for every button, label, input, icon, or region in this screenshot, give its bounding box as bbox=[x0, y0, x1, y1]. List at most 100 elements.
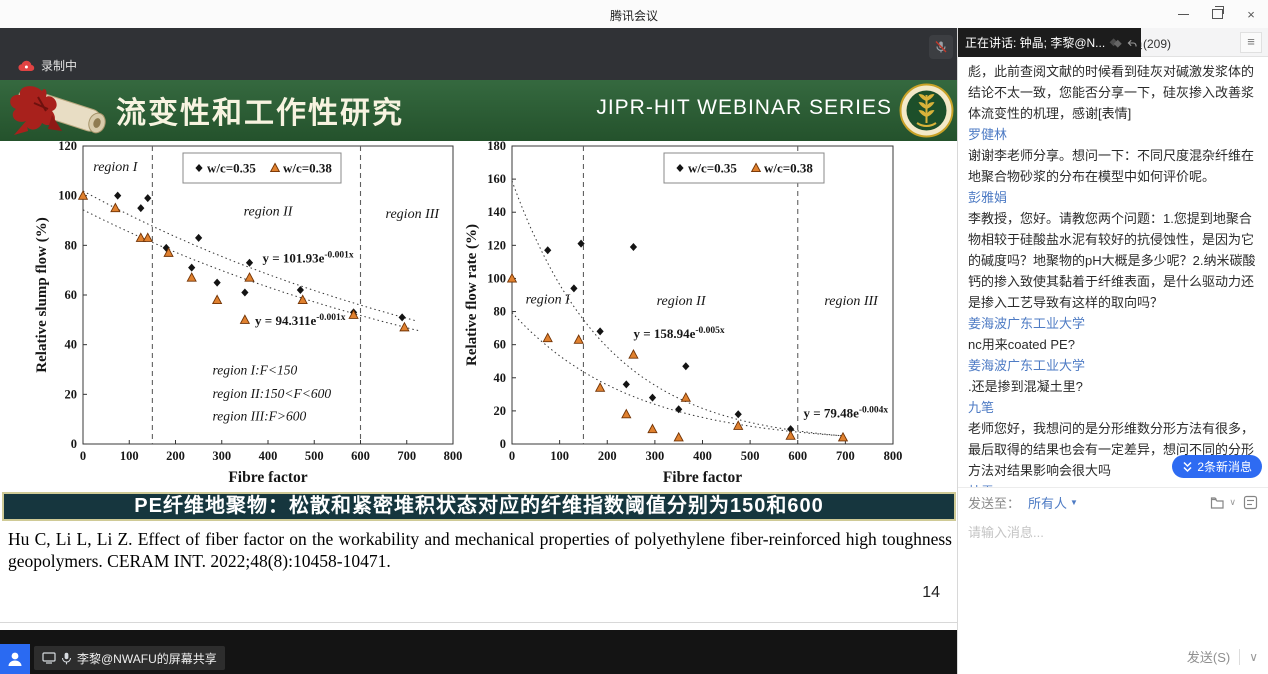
chat-sender-name: 姜海波广东工业大学 bbox=[968, 358, 1086, 373]
chat-message-text: 老师您好，我想问的是分形维数分形方法有很多，最后取得的结果也会有一定差异，想问不… bbox=[968, 421, 1255, 478]
svg-text:400: 400 bbox=[259, 449, 278, 463]
restore-button[interactable] bbox=[1200, 0, 1234, 28]
svg-text:200: 200 bbox=[598, 449, 617, 463]
recording-indicator: 录制中 bbox=[18, 57, 77, 74]
svg-text:80: 80 bbox=[494, 305, 507, 319]
svg-text:region III: region III bbox=[824, 294, 879, 309]
svg-text:100: 100 bbox=[58, 189, 77, 203]
university-logo bbox=[899, 83, 954, 138]
svg-text:500: 500 bbox=[305, 449, 324, 463]
svg-text:region II: region II bbox=[657, 294, 707, 309]
svg-text:100: 100 bbox=[120, 449, 139, 463]
presentation-slide: 流变性和工作性研究 JIPR-HIT WEBINAR SERIES 0 100 20… bbox=[0, 80, 958, 630]
svg-text:600: 600 bbox=[351, 449, 370, 463]
svg-text:Relative slump flow (%): Relative slump flow (%) bbox=[34, 217, 50, 372]
chat-message-text: 李教授，您好。请教您两个问题：1.您提到地聚合物相较于硅酸盐水泥有较好的抗侵蚀性… bbox=[968, 211, 1256, 310]
close-button[interactable]: × bbox=[1247, 6, 1255, 22]
workability-charts: 0 100 200 300 400 500 600 700 800020406080100120… bbox=[34, 141, 902, 486]
minimize-button[interactable] bbox=[1166, 0, 1200, 28]
svg-text:w/c=0.38: w/c=0.38 bbox=[764, 161, 813, 176]
chat-message-list[interactable]: 彪，此前查阅文献的时候看到硅灰对碱激发浆体的结论不太一致，您能否分享一下，硅灰掺… bbox=[958, 57, 1268, 487]
svg-text:w/c=0.35: w/c=0.35 bbox=[688, 161, 737, 176]
send-bar-icons: ∨ bbox=[1210, 495, 1258, 510]
chat-sender-name: 九笔 bbox=[968, 400, 995, 415]
svg-text:100: 100 bbox=[487, 271, 506, 285]
speaking-indicator: 正在讲话: 钟晶; 李黎@N... bbox=[958, 28, 1141, 57]
svg-text:500: 500 bbox=[741, 449, 760, 463]
svg-text:120: 120 bbox=[487, 238, 506, 252]
svg-text:40: 40 bbox=[65, 338, 78, 352]
svg-text:0: 0 bbox=[71, 437, 77, 451]
svg-text:300: 300 bbox=[212, 449, 231, 463]
chat-menu-button[interactable]: ≡ bbox=[1240, 32, 1262, 53]
message-input[interactable]: 请输入消息... bbox=[968, 525, 1044, 540]
svg-text:60: 60 bbox=[65, 288, 78, 302]
svg-text:y = 94.311e-0.001x: y = 94.311e-0.001x bbox=[255, 313, 346, 328]
citation-text: Hu C, Li L, Li Z. Effect of fiber factor… bbox=[8, 529, 952, 572]
svg-text:y = 101.93e-0.001x: y = 101.93e-0.001x bbox=[262, 251, 353, 266]
screen-share-label: 李黎@NWAFU的屏幕共享 bbox=[77, 651, 217, 666]
svg-text:y = 79.48e-0.004x: y = 79.48e-0.004x bbox=[803, 406, 888, 421]
overlap-diamonds-icon bbox=[1109, 37, 1122, 48]
svg-text:region III: region III bbox=[386, 207, 441, 222]
restore-icon bbox=[1211, 6, 1224, 19]
chat-sender-name: 姜海波广东工业大学 bbox=[968, 316, 1086, 331]
svg-text:700: 700 bbox=[836, 449, 855, 463]
chart-group-0: 0 100 200 300 400 500 600 700 800 0 20 40 60 80 100 120… bbox=[34, 141, 462, 486]
speaking-indicator-text: 正在讲话: 钟晶; 李黎@N... bbox=[965, 36, 1106, 50]
svg-text:80: 80 bbox=[65, 238, 78, 252]
svg-text:800: 800 bbox=[884, 449, 903, 463]
send-button[interactable]: 发送(S) bbox=[1186, 650, 1231, 665]
scroll-ribbon-art bbox=[10, 86, 106, 135]
chat-panel: 员(209) ≡ 正在讲话: 钟晶; 李黎@N... 彪，此前查阅文献的时候看到… bbox=[957, 28, 1268, 674]
send-to-selector[interactable]: 所有人 ▼ bbox=[1028, 493, 1078, 512]
send-to-value: 所有人 bbox=[1028, 496, 1068, 511]
app-title: 腾讯会议 bbox=[609, 9, 658, 23]
shared-screen-area: 录制中 bbox=[0, 28, 958, 674]
chat-sender-name: 杜雪 bbox=[968, 481, 1258, 487]
chat-folder-icon[interactable] bbox=[1210, 496, 1226, 510]
window-titlebar[interactable]: 腾讯会议 × bbox=[0, 0, 1268, 29]
chat-sender-name: 彭雅娟 bbox=[968, 190, 1008, 205]
screen-share-chip: 李黎@NWAFU的屏幕共享 bbox=[34, 646, 225, 670]
svg-text:180: 180 bbox=[487, 141, 506, 153]
page-number: 14 bbox=[922, 584, 940, 601]
chat-message-text: .还是掺到混凝土里? bbox=[968, 379, 1083, 394]
chat-message-text: 谢谢李老师分享。想问一下：不同尺度混杂纤维在地聚合物砂浆的分布在模型中如何评价呢… bbox=[968, 148, 1255, 184]
double-chevron-down-icon bbox=[1183, 461, 1192, 472]
svg-text:region I:F<150: region I:F<150 bbox=[213, 362, 298, 377]
svg-text:0: 0 bbox=[500, 437, 506, 451]
svg-text:300: 300 bbox=[646, 449, 665, 463]
minimize-icon bbox=[1177, 13, 1189, 15]
svg-text:20: 20 bbox=[494, 404, 507, 418]
svg-text:400: 400 bbox=[693, 449, 712, 463]
new-messages-button[interactable]: 2条新消息 bbox=[1172, 455, 1262, 478]
send-divider bbox=[1239, 648, 1241, 665]
svg-text:Relative flow rate (%): Relative flow rate (%) bbox=[464, 224, 480, 366]
members-tab[interactable]: 员(209) bbox=[1131, 37, 1172, 51]
window-controls: × bbox=[1166, 0, 1268, 28]
send-to-caret-icon: ▼ bbox=[1070, 498, 1078, 507]
chat-screenshot-icon[interactable] bbox=[1243, 495, 1258, 510]
folder-caret-icon: ∨ bbox=[1229, 497, 1236, 507]
send-options-caret[interactable]: ∨ bbox=[1249, 649, 1258, 664]
svg-text:140: 140 bbox=[487, 205, 506, 219]
meeting-bottom-bar: 李黎@NWAFU的屏幕共享 bbox=[0, 630, 958, 674]
svg-text:region I: region I bbox=[526, 292, 572, 307]
presenter-mic-icon bbox=[61, 652, 72, 664]
participant-video-tile[interactable] bbox=[0, 644, 30, 674]
send-row: 发送(S) ∨ bbox=[1187, 647, 1258, 666]
svg-text:region II:150<F<600: region II:150<F<600 bbox=[213, 386, 332, 401]
record-cloud-icon bbox=[18, 60, 35, 72]
chart-group-1: 0 100 200 300 400 500 600 700 800 0 20 40 60 80 100 120… bbox=[464, 141, 902, 486]
recording-label: 录制中 bbox=[41, 59, 78, 73]
send-bar: 发送至： 所有人 ▼ ∨ bbox=[958, 487, 1268, 517]
svg-text:200: 200 bbox=[166, 449, 185, 463]
svg-text:40: 40 bbox=[494, 371, 507, 385]
slide-title: 流变性和工作性研究 bbox=[116, 97, 404, 130]
svg-text:Fibre factor: Fibre factor bbox=[228, 469, 307, 486]
svg-text:20: 20 bbox=[65, 387, 78, 401]
svg-text:0: 0 bbox=[509, 449, 515, 463]
webinar-series-label: JIPR-HIT WEBINAR SERIES bbox=[596, 96, 892, 119]
send-to-label: 发送至： bbox=[968, 496, 1021, 511]
